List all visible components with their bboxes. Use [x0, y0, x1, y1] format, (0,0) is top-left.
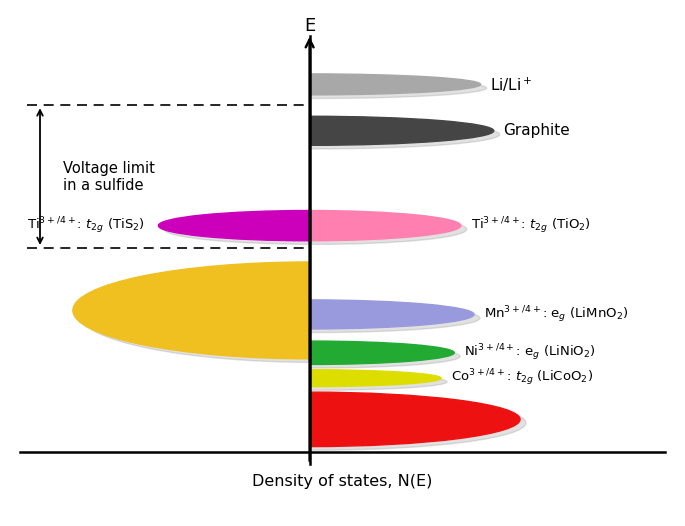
Text: Voltage limit
in a sulfide: Voltage limit in a sulfide — [63, 161, 155, 194]
Ellipse shape — [184, 373, 447, 390]
Ellipse shape — [158, 210, 461, 241]
Text: Li/Li$^+$: Li/Li$^+$ — [490, 75, 533, 94]
Ellipse shape — [145, 77, 486, 98]
Text: Mn$^{3+/4+}$: e$_g$ (LiMnO$_2$): Mn$^{3+/4+}$: e$_g$ (LiMnO$_2$) — [484, 304, 628, 325]
Text: E: E — [304, 17, 315, 35]
Ellipse shape — [105, 396, 526, 450]
Ellipse shape — [79, 266, 552, 362]
Text: Density of states, N(E): Density of states, N(E) — [252, 474, 433, 489]
Ellipse shape — [164, 214, 466, 245]
Text: Co$^{3+/4+}$: $t_{2g}$ (LiCoO$_2$): Co$^{3+/4+}$: $t_{2g}$ (LiCoO$_2$) — [451, 368, 593, 389]
Ellipse shape — [158, 210, 461, 241]
Ellipse shape — [165, 341, 454, 365]
Text: O$^{2-}$: 2p: O$^{2-}$: 2p — [375, 409, 449, 433]
Ellipse shape — [132, 120, 499, 149]
Ellipse shape — [125, 116, 494, 145]
Text: Graphite: Graphite — [503, 123, 571, 138]
Text: Ti$^{3+/4+}$: $t_{2g}$ (TiO$_2$): Ti$^{3+/4+}$: $t_{2g}$ (TiO$_2$) — [471, 215, 590, 236]
Ellipse shape — [138, 74, 481, 95]
Text: Ni$^{3+/4+}$: e$_g$ (LiNiO$_2$): Ni$^{3+/4+}$: e$_g$ (LiNiO$_2$) — [464, 342, 596, 363]
Ellipse shape — [151, 304, 480, 332]
Ellipse shape — [145, 300, 474, 329]
Ellipse shape — [171, 345, 460, 368]
Text: S$^{2-}$: 3p: S$^{2-}$: 3p — [149, 298, 221, 322]
Text: Ti$^{3+/4+}$: $t_{2g}$ (TiS$_2$): Ti$^{3+/4+}$: $t_{2g}$ (TiS$_2$) — [27, 215, 145, 236]
Ellipse shape — [164, 214, 466, 245]
Ellipse shape — [73, 262, 547, 359]
Ellipse shape — [178, 370, 441, 387]
Ellipse shape — [99, 392, 520, 447]
